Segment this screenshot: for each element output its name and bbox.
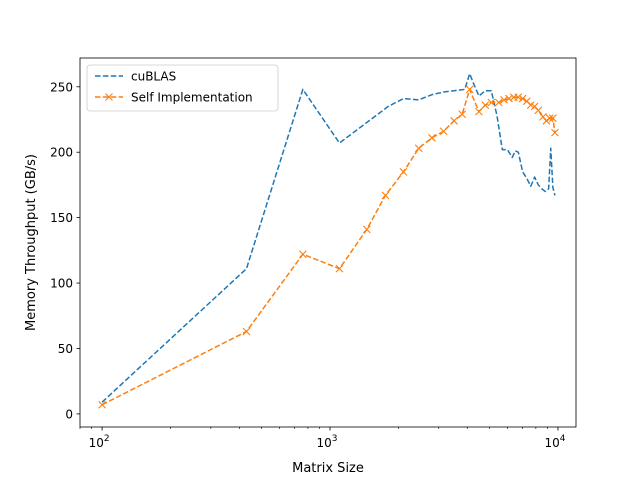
- series-1-point: [465, 85, 474, 94]
- x-tick-label-base: 10: [89, 436, 104, 450]
- series-line-0: [101, 72, 556, 403]
- legend-label: cuBLAS: [131, 70, 176, 84]
- legend-item-0: cuBLAS: [95, 70, 176, 84]
- series-1-point: [450, 116, 458, 125]
- x-tick-label-exponent: 3: [332, 434, 338, 444]
- x-marker-stroke: [399, 167, 408, 176]
- x-marker-stroke: [534, 106, 543, 115]
- x-marker-stroke: [522, 97, 531, 106]
- series-1-point: [505, 94, 513, 103]
- x-marker-stroke: [548, 114, 557, 123]
- series-1-point: [242, 327, 251, 336]
- x-axis: 102 103 104: [79, 427, 566, 450]
- x-marker-stroke: [465, 85, 474, 94]
- y-tick-label: 0: [65, 407, 73, 421]
- legend-x-marker: [105, 93, 113, 101]
- x-marker-stroke: [475, 107, 483, 116]
- x-marker-stroke: [494, 98, 503, 107]
- x-tick-label-base: 10: [317, 436, 332, 450]
- series-1-point: [381, 191, 390, 200]
- legend-item-1: Self Implementation: [95, 91, 253, 105]
- series-1-point: [439, 127, 448, 136]
- series-1-point: [500, 95, 508, 104]
- series-1-point: [545, 114, 554, 123]
- x-marker-stroke: [428, 133, 436, 142]
- x-marker-stroke: [458, 110, 467, 119]
- series-1-point: [335, 264, 344, 273]
- series-1-point: [298, 250, 307, 259]
- y-axis-label: Memory Throughput (GB/s): [24, 154, 39, 331]
- legend: cuBLAS Self Implementation: [86, 64, 279, 112]
- series-1-point: [362, 225, 371, 234]
- series-1-point: [548, 114, 557, 123]
- x-marker-stroke: [481, 101, 490, 109]
- x-tick-label: 102: [89, 434, 110, 450]
- series-1-point: [481, 101, 490, 109]
- x-tick-label-exponent: 4: [560, 434, 566, 444]
- series-1-point: [428, 133, 436, 142]
- x-tick-label-base: 10: [544, 436, 559, 450]
- x-marker-stroke: [450, 116, 458, 125]
- x-tick-label: 104: [544, 434, 565, 450]
- x-marker-stroke: [362, 225, 371, 234]
- plot-frame: [79, 57, 577, 428]
- series-1-point: [551, 128, 559, 137]
- series-1-point: [458, 110, 467, 119]
- x-axis-label: Matrix Size: [292, 461, 364, 476]
- series-1-point: [487, 98, 496, 107]
- legend-box: [86, 64, 279, 112]
- y-tick-label: 250: [50, 80, 73, 94]
- x-marker-stroke: [98, 400, 106, 409]
- x-marker-stroke: [487, 98, 496, 107]
- x-marker-stroke: [335, 264, 344, 273]
- x-marker-stroke: [539, 112, 547, 121]
- y-tick-label: 150: [50, 211, 73, 225]
- series-1-point: [414, 144, 423, 153]
- x-marker-stroke: [242, 327, 251, 336]
- series-1-point: [534, 106, 543, 115]
- x-marker-stroke: [551, 128, 559, 137]
- x-marker-stroke: [298, 250, 307, 259]
- x-marker-stroke: [545, 114, 554, 123]
- series-1-point: [475, 107, 483, 116]
- plot-area: [80, 58, 576, 427]
- series-layer: [98, 72, 559, 409]
- x-marker-stroke: [381, 191, 390, 200]
- x-marker-stroke: [505, 94, 513, 103]
- y-tick-label: 100: [50, 277, 73, 291]
- x-marker-stroke: [518, 94, 527, 103]
- x-tick-label-exponent: 2: [104, 434, 110, 444]
- x-marker-stroke: [530, 102, 539, 111]
- series-1-point: [399, 167, 408, 176]
- x-marker-stroke: [414, 144, 423, 153]
- x-marker-stroke: [526, 101, 535, 109]
- x-marker-stroke: [500, 95, 508, 104]
- y-tick-label: 50: [58, 342, 73, 356]
- x-marker-stroke: [514, 93, 523, 102]
- series-1-point: [98, 400, 106, 409]
- x-tick-label: 103: [317, 434, 338, 450]
- x-marker-stroke: [439, 127, 448, 136]
- legend-label: Self Implementation: [131, 91, 253, 105]
- y-tick-label: 200: [50, 146, 73, 160]
- series-1-point: [494, 98, 503, 107]
- y-axis: 0 50 100 150 200 250: [50, 80, 80, 421]
- series-1-point: [514, 93, 523, 102]
- series-1-point: [518, 94, 527, 103]
